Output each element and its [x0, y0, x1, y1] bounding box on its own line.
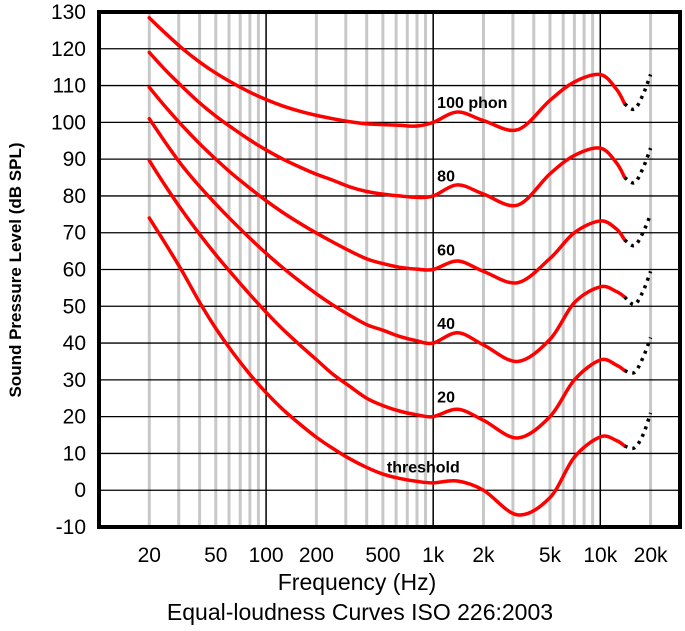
y-tick-label: 0	[74, 479, 86, 502]
extrapolated-curve	[624, 412, 653, 451]
x-tick-label: 50	[204, 544, 227, 567]
curve-20	[147, 158, 627, 440]
curve-labels: 100 phon 80 60 40 20 threshold	[387, 95, 508, 476]
x-tick-label: 1k	[422, 544, 445, 567]
curves	[147, 16, 653, 517]
curve-label: threshold	[387, 459, 460, 476]
y-tick-label: 70	[63, 222, 86, 245]
y-axis-label: Sound Pressure Level (dB SPL)	[6, 142, 25, 397]
x-tick-label: 500	[365, 544, 400, 567]
x-axis-label: Frequency (Hz)	[278, 569, 436, 595]
y-tick-label: 110	[53, 75, 86, 98]
x-tick-labels: 20 50 100 200 500 1k 2k 5k 10k 20k	[138, 544, 668, 567]
y-tick-label: 120	[51, 38, 86, 61]
x-tick-label: 10k	[583, 544, 617, 567]
extrapolated-curve	[624, 336, 653, 375]
extrapolated-curve	[623, 147, 653, 185]
y-tick-label: 80	[63, 185, 86, 208]
y-tick-label: -10	[56, 516, 86, 539]
x-tick-label: 20	[138, 544, 161, 567]
curve-label: 20	[437, 389, 455, 406]
curve-100-phon	[147, 16, 627, 133]
y-tick-label: 40	[63, 332, 86, 355]
extrapolated-curve	[623, 213, 653, 248]
x-tick-label: 100	[249, 544, 284, 567]
y-tick-label: 130	[51, 1, 86, 24]
curve-40	[147, 116, 627, 364]
y-tick-label: 20	[63, 406, 86, 429]
curve-threshold	[147, 216, 627, 517]
y-tick-label: 50	[63, 295, 86, 318]
plot-frame	[97, 10, 682, 529]
chart-title: Equal-loudness Curves ISO 226:2003	[167, 599, 553, 625]
y-tick-label: 10	[63, 442, 86, 465]
extrapolated-curve	[623, 270, 653, 307]
curve-label: 60	[437, 242, 455, 259]
extrapolated-curve	[623, 73, 653, 112]
curve-label: 40	[437, 316, 455, 333]
curve-label: 80	[437, 169, 455, 186]
y-tick-label: 90	[63, 148, 86, 171]
curve-label: 100 phon	[437, 95, 507, 112]
x-tick-label: 2k	[472, 544, 495, 567]
y-tick-label: 60	[63, 259, 86, 282]
x-tick-label: 20k	[634, 544, 668, 567]
curve-60	[147, 85, 627, 285]
y-tick-label: 30	[63, 369, 86, 392]
x-tick-label: 200	[299, 544, 334, 567]
x-tick-label: 5k	[539, 544, 562, 567]
y-tick-label: 100	[51, 111, 86, 134]
curve-80	[147, 50, 627, 208]
